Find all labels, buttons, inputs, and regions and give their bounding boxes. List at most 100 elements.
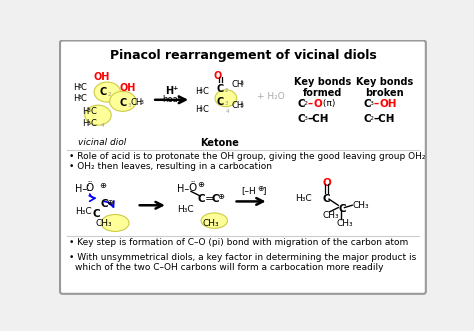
Text: 4: 4 (101, 123, 105, 128)
Text: C: C (119, 98, 127, 108)
Text: H: H (195, 105, 201, 114)
Text: O: O (313, 99, 322, 109)
Text: =: = (205, 194, 214, 204)
Text: ⊕: ⊕ (257, 184, 263, 194)
Text: C: C (81, 83, 87, 92)
Text: OH: OH (94, 72, 110, 82)
Text: C: C (298, 114, 306, 124)
Text: which of the two C–OH carbons will form a carbocation more readily: which of the two C–OH carbons will form … (75, 263, 383, 272)
Text: Ö: Ö (188, 183, 196, 193)
Text: Pinacol rearrangement of vicinal diols: Pinacol rearrangement of vicinal diols (109, 49, 376, 62)
Text: 3: 3 (303, 116, 307, 121)
Text: + H₂O: + H₂O (257, 92, 284, 101)
Text: H: H (73, 83, 80, 92)
Text: O: O (214, 71, 222, 80)
Text: H: H (82, 119, 89, 128)
Text: CH₃: CH₃ (203, 219, 219, 228)
Text: C: C (100, 87, 107, 97)
Text: CH₃: CH₃ (323, 212, 339, 220)
Text: H: H (195, 87, 201, 96)
Text: C: C (216, 97, 223, 107)
Text: 3: 3 (240, 103, 244, 108)
Text: • Key step is formation of C–O (pi) bond with migration of the carbon atom: • Key step is formation of C–O (pi) bond… (69, 238, 408, 247)
Text: CH₃: CH₃ (337, 219, 353, 228)
Text: OH: OH (119, 83, 136, 93)
Text: H₃C: H₃C (177, 205, 194, 214)
Text: 3: 3 (77, 95, 81, 100)
Text: 3: 3 (240, 81, 244, 86)
Text: –: – (373, 99, 378, 109)
FancyBboxPatch shape (60, 40, 426, 294)
Text: H: H (82, 107, 89, 116)
Text: Ketone: Ketone (200, 138, 239, 148)
Ellipse shape (94, 82, 120, 102)
Text: C: C (364, 99, 372, 109)
Text: H₃C: H₃C (75, 207, 91, 216)
Text: 3: 3 (369, 101, 373, 106)
Text: vicinal diol: vicinal diol (78, 138, 126, 147)
Text: 3: 3 (389, 116, 392, 121)
Text: (π): (π) (319, 99, 335, 108)
Ellipse shape (215, 90, 237, 107)
Text: CH₃: CH₃ (352, 202, 369, 211)
Text: C: C (211, 194, 219, 204)
Text: H⁺: H⁺ (165, 86, 178, 96)
Text: H₃C: H₃C (296, 194, 312, 203)
Text: 3: 3 (199, 107, 203, 112)
Text: 2: 2 (303, 101, 307, 106)
Text: –: – (307, 99, 312, 109)
Text: Key bonds
broken: Key bonds broken (356, 77, 413, 98)
Text: [–H: [–H (241, 186, 256, 195)
Text: CH: CH (231, 101, 244, 110)
Text: C: C (338, 204, 346, 214)
Text: Key bonds
formed: Key bonds formed (294, 77, 351, 98)
Text: 4: 4 (226, 109, 229, 114)
Ellipse shape (85, 105, 111, 125)
Text: –CH: –CH (307, 114, 329, 124)
Text: H–: H– (177, 184, 189, 194)
Text: ]: ] (262, 186, 266, 195)
Text: CH: CH (130, 98, 143, 107)
Text: C: C (216, 84, 223, 94)
Text: OH: OH (379, 99, 397, 109)
Text: C: C (202, 87, 209, 96)
Text: C: C (92, 209, 100, 219)
Text: H: H (73, 94, 80, 103)
Text: C: C (298, 99, 306, 109)
Text: ⊕: ⊕ (197, 180, 204, 189)
Text: 3: 3 (323, 116, 327, 121)
Ellipse shape (201, 213, 228, 228)
Text: 3: 3 (199, 89, 203, 94)
Text: ⊕: ⊕ (99, 181, 106, 190)
Text: ⊕: ⊕ (106, 198, 113, 207)
Text: 2: 2 (224, 88, 228, 93)
Text: 3: 3 (77, 84, 81, 89)
Text: • Role of acid is to protonate the OH group, giving the good leaving group OH₂: • Role of acid is to protonate the OH gr… (69, 152, 425, 161)
Text: O: O (322, 178, 331, 188)
Text: H–: H– (75, 184, 87, 194)
Text: CH: CH (231, 80, 244, 89)
Text: Ö: Ö (86, 183, 94, 193)
Text: C: C (90, 107, 96, 116)
Text: –CH: –CH (373, 114, 395, 124)
Ellipse shape (109, 91, 136, 111)
Text: :: : (86, 181, 90, 194)
Text: C: C (364, 114, 372, 124)
Text: C: C (81, 94, 87, 103)
Text: • OH₂ then leaves, resulting in a carbocation: • OH₂ then leaves, resulting in a carboc… (69, 162, 272, 171)
Text: C: C (100, 199, 108, 209)
Text: C: C (323, 194, 330, 204)
Text: 3: 3 (224, 101, 228, 106)
Text: • With unsymmetrical diols, a key factor in determining the major product is: • With unsymmetrical diols, a key factor… (69, 253, 416, 262)
Text: C: C (202, 105, 209, 114)
Text: 2: 2 (369, 116, 373, 121)
Text: 3: 3 (128, 103, 131, 108)
Text: ⊕: ⊕ (218, 192, 224, 201)
Text: CH₃: CH₃ (96, 219, 112, 228)
Text: 3: 3 (86, 120, 91, 125)
Text: C: C (197, 194, 205, 204)
Text: 3: 3 (139, 100, 143, 105)
Text: 3: 3 (86, 108, 91, 113)
Ellipse shape (101, 214, 129, 231)
Text: heat: heat (162, 95, 181, 104)
